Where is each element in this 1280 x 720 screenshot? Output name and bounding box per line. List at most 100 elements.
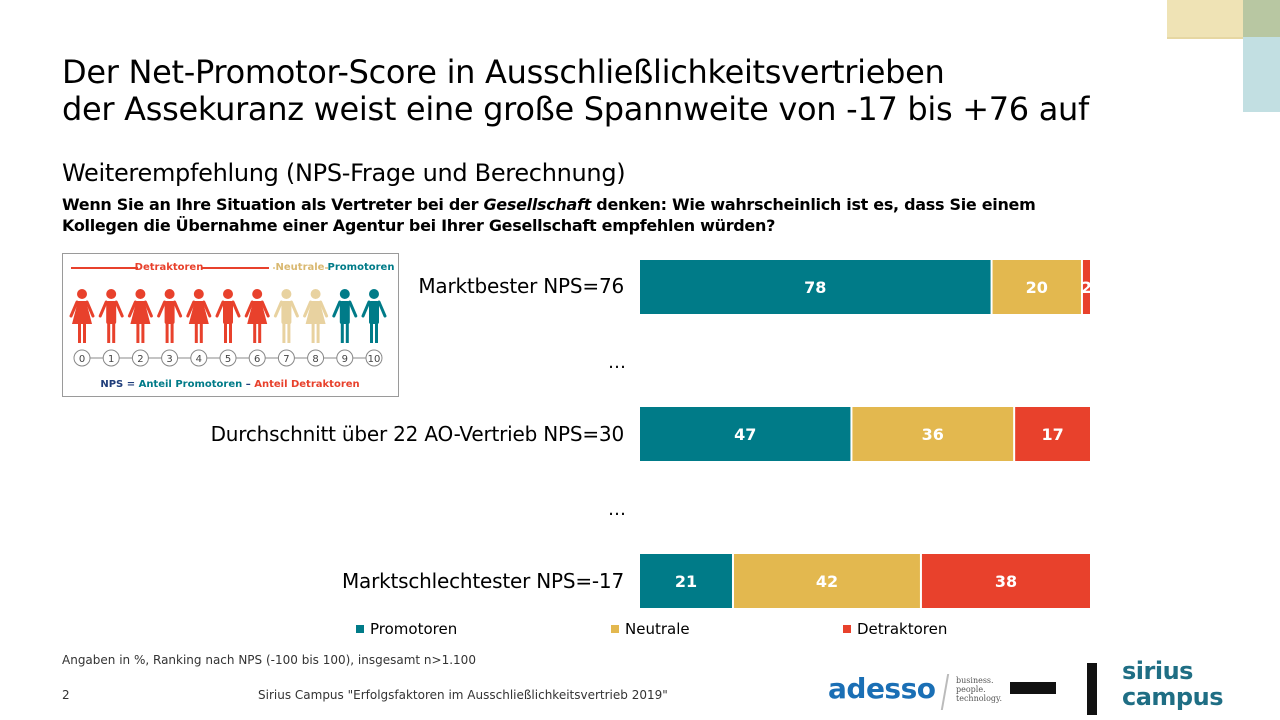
person-figure-2-icon (127, 289, 153, 343)
scale-circle-1: 1 (102, 349, 120, 367)
data-label-detraktoren-0: 2 (1081, 278, 1092, 297)
scale-circle-5: 5 (219, 349, 237, 367)
data-label-neutrale-1: 36 (922, 425, 944, 444)
scale-circle-7: 7 (277, 349, 295, 367)
person-figures (69, 289, 387, 343)
scale-number: 7 (283, 354, 289, 365)
slide-subtitle: Weiterempfehlung (NPS-Frage und Berechnu… (62, 159, 626, 187)
bar-row-0: 78 20 2 (640, 260, 1092, 314)
person-figure-9-icon (332, 289, 358, 343)
bar-segment-detraktoren-0 (1082, 260, 1090, 314)
person-figure-7-icon (273, 289, 299, 343)
adesso-tagline-1: business. (956, 676, 994, 685)
data-label-neutrale-0: 20 (1026, 278, 1048, 297)
survey-question-line2: Kollegen die Übernahme einer Agentur bei… (62, 216, 776, 235)
slide-title: Der Net-Promotor-Score in Ausschließlich… (62, 54, 1089, 128)
legend-swatch-promotoren (356, 625, 364, 633)
question-text-part1: Wenn Sie an Ihre Situation als Vertreter… (62, 195, 484, 214)
slide-title-line2: der Assekuranz weist eine große Spannwei… (62, 90, 1089, 128)
scale-number: 4 (196, 354, 202, 365)
sirius-campus-logo: sirius campus (1122, 658, 1223, 710)
question-text-italic: Gesellschaft (483, 195, 592, 214)
logo-black-vertical-bar (1087, 663, 1097, 715)
stacked-bar-chart-svg: 78 20 2 47 36 17 21 42 38 (640, 260, 1092, 608)
bar-segment-neutrale-0 (992, 260, 1081, 314)
data-label-promotoren-0: 78 (804, 278, 826, 297)
person-figure-5-icon (215, 289, 241, 343)
scale-number: 9 (342, 354, 348, 365)
row-label-average: Durchschnitt über 22 AO-Vertrieb NPS=30 (210, 422, 625, 446)
data-label-promotoren-1: 47 (734, 425, 756, 444)
bar-segment-promotoren-0 (640, 260, 991, 314)
scale-circle-6: 6 (248, 349, 266, 367)
scale-number: 10 (368, 354, 381, 365)
bar-segment-detraktoren-1 (1015, 407, 1090, 461)
bar-segment-promotoren-1 (640, 407, 851, 461)
sirius-logo-line1: sirius (1122, 657, 1193, 685)
survey-question-line1: Wenn Sie an Ihre Situation als Vertreter… (62, 194, 1036, 215)
question-text-part2: denken: Wie wahrscheinlich ist es, dass … (591, 195, 1036, 214)
legend-label-neutrale: Neutrale (625, 620, 690, 638)
stacked-bar-chart: 78 20 2 47 36 17 21 42 38 (640, 240, 1100, 620)
legend-item-promotoren: Promotoren (356, 620, 457, 638)
source-citation: Sirius Campus "Erfolgsfaktoren im Aussch… (258, 688, 668, 702)
bar-row-2: 21 42 38 (640, 554, 1090, 608)
corner-decoration-blue (1243, 37, 1280, 112)
scale-circle-3: 3 (161, 349, 179, 367)
adesso-tagline-3: technology. (956, 694, 1003, 703)
corner-decoration-tan (1167, 0, 1243, 39)
data-label-neutrale-2: 42 (816, 572, 838, 591)
nps-explanation-graphic: Detraktoren Neutrale Promotoren 0 1 2 3 4 5 6 7… (62, 253, 399, 397)
scale-number: 8 (312, 354, 318, 365)
data-label-detraktoren-1: 17 (1041, 425, 1063, 444)
person-figure-4-icon (186, 289, 212, 343)
bar-segment-detraktoren-2 (921, 554, 1090, 608)
scale-number: 2 (137, 354, 143, 365)
nps-formula: NPS = Anteil Promotoren – Anteil Detrakt… (100, 379, 359, 390)
legend-item-neutrale: Neutrale (611, 620, 690, 638)
data-label-detraktoren-2: 38 (995, 572, 1017, 591)
bar-row-1: 47 36 17 (640, 407, 1090, 461)
scale-circle-8: 8 (307, 349, 325, 367)
legend-swatch-neutrale (611, 625, 619, 633)
scale-number: 5 (225, 354, 231, 365)
person-figure-0-icon (69, 289, 95, 343)
scale-circle-9: 9 (336, 349, 354, 367)
person-figure-8-icon (303, 289, 329, 343)
legend-item-detraktoren: Detraktoren (843, 620, 947, 638)
adesso-tagline: business. people. technology. (956, 676, 1002, 703)
person-figure-10-icon (361, 289, 387, 343)
promotoren-header: Promotoren (328, 262, 395, 273)
legend-label-promotoren: Promotoren (370, 620, 458, 638)
legend-swatch-detraktoren (843, 625, 851, 633)
scale-number: 1 (108, 354, 114, 365)
bar-segment-promotoren-2 (640, 554, 732, 608)
logo-black-bar (1010, 682, 1056, 694)
row-label-best: Marktbester NPS=76 (418, 274, 624, 298)
bar-segment-neutrale-1 (852, 407, 1014, 461)
slide-title-line1: Der Net-Promotor-Score in Ausschließlich… (62, 53, 945, 91)
detraktoren-header: Detraktoren (135, 262, 204, 273)
ellipsis-2: … (608, 499, 626, 520)
data-label-promotoren-2: 21 (675, 572, 697, 591)
scale-circles: 0 1 2 3 4 5 6 7 8 9 10 (73, 349, 383, 367)
scale-number: 0 (79, 354, 85, 365)
page-number: 2 (62, 688, 70, 702)
adesso-logo-divider (940, 674, 950, 710)
sirius-logo-line2: campus (1122, 683, 1223, 711)
legend-label-detraktoren: Detraktoren (857, 620, 948, 638)
person-figure-1-icon (98, 289, 124, 343)
row-label-worst: Marktschlechtester NPS=-17 (341, 569, 624, 593)
ellipsis-1: … (608, 352, 626, 373)
corner-decoration-green (1243, 0, 1280, 37)
bar-segment-neutrale-2 (733, 554, 920, 608)
person-figure-3-icon (157, 289, 183, 343)
scale-circle-10: 10 (365, 349, 383, 367)
adesso-tagline-2: people. (956, 685, 986, 694)
scale-number: 3 (166, 354, 172, 365)
nps-scale-illustration: Detraktoren Neutrale Promotoren 0 1 2 3 4 5 6 7… (69, 262, 395, 390)
scale-circle-0: 0 (73, 349, 91, 367)
survey-question: Wenn Sie an Ihre Situation als Vertreter… (62, 194, 1036, 236)
footnote: Angaben in %, Ranking nach NPS (-100 bis… (62, 653, 476, 667)
adesso-logo: adesso (828, 672, 936, 705)
